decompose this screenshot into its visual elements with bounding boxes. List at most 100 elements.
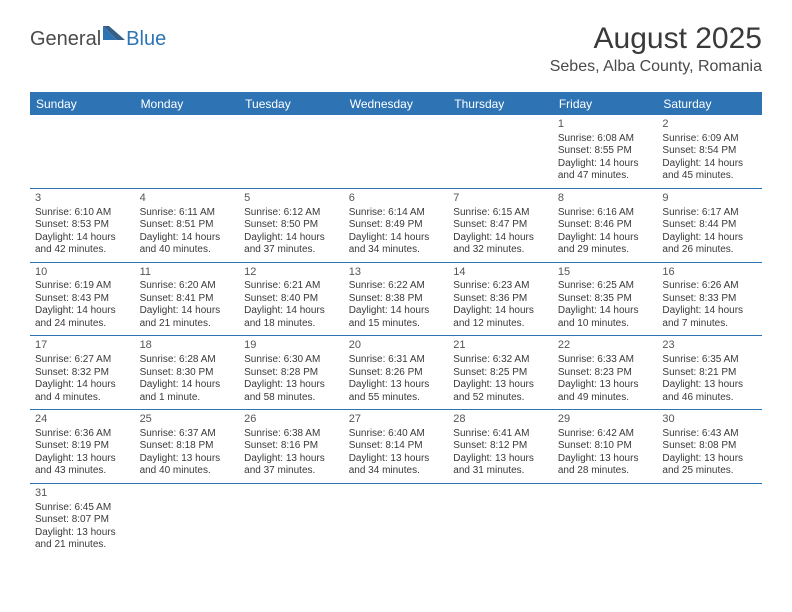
day-cell: 16Sunrise: 6:26 AMSunset: 8:33 PMDayligh… [657,263,762,336]
day-header: Saturday [657,93,762,115]
day-number: 17 [35,339,130,353]
day-number: 15 [558,266,653,280]
daylight-text: and 18 minutes. [244,318,339,331]
daylight-text: Daylight: 13 hours [662,379,757,392]
empty-cell [239,115,344,188]
daylight-text: Daylight: 13 hours [453,379,548,392]
week-row: 31Sunrise: 6:45 AMSunset: 8:07 PMDayligh… [30,484,762,557]
day-cell: 3Sunrise: 6:10 AMSunset: 8:53 PMDaylight… [30,189,135,262]
sunset-text: Sunset: 8:19 PM [35,440,130,453]
daylight-text: and 12 minutes. [453,318,548,331]
daylight-text: Daylight: 13 hours [349,453,444,466]
day-cell: 24Sunrise: 6:36 AMSunset: 8:19 PMDayligh… [30,410,135,483]
daylight-text: and 24 minutes. [35,318,130,331]
sunrise-text: Sunrise: 6:10 AM [35,207,130,220]
day-number: 9 [662,192,757,206]
daylight-text: and 43 minutes. [35,465,130,478]
daylight-text: and 29 minutes. [558,244,653,257]
empty-cell [344,115,449,188]
daylight-text: Daylight: 14 hours [558,232,653,245]
day-number: 26 [244,413,339,427]
day-cell: 21Sunrise: 6:32 AMSunset: 8:25 PMDayligh… [448,336,553,409]
day-number: 5 [244,192,339,206]
day-cell: 17Sunrise: 6:27 AMSunset: 8:32 PMDayligh… [30,336,135,409]
sunrise-text: Sunrise: 6:32 AM [453,354,548,367]
daylight-text: Daylight: 13 hours [140,453,235,466]
day-cell: 26Sunrise: 6:38 AMSunset: 8:16 PMDayligh… [239,410,344,483]
daylight-text: Daylight: 14 hours [35,305,130,318]
day-number: 30 [662,413,757,427]
day-headers-row: SundayMondayTuesdayWednesdayThursdayFrid… [30,93,762,115]
sunset-text: Sunset: 8:51 PM [140,219,235,232]
daylight-text: and 28 minutes. [558,465,653,478]
daylight-text: and 37 minutes. [244,244,339,257]
day-cell: 29Sunrise: 6:42 AMSunset: 8:10 PMDayligh… [553,410,658,483]
daylight-text: and 34 minutes. [349,465,444,478]
daylight-text: Daylight: 13 hours [662,453,757,466]
daylight-text: and 42 minutes. [35,244,130,257]
sunset-text: Sunset: 8:36 PM [453,293,548,306]
daylight-text: and 15 minutes. [349,318,444,331]
daylight-text: Daylight: 13 hours [453,453,548,466]
daylight-text: and 37 minutes. [244,465,339,478]
daylight-text: and 4 minutes. [35,392,130,405]
sunrise-text: Sunrise: 6:36 AM [35,428,130,441]
week-row: 1Sunrise: 6:08 AMSunset: 8:55 PMDaylight… [30,115,762,189]
daylight-text: and 40 minutes. [140,465,235,478]
daylight-text: and 49 minutes. [558,392,653,405]
daylight-text: Daylight: 14 hours [140,232,235,245]
day-number: 21 [453,339,548,353]
sunset-text: Sunset: 8:18 PM [140,440,235,453]
daylight-text: Daylight: 13 hours [244,379,339,392]
sunrise-text: Sunrise: 6:45 AM [35,502,130,515]
day-number: 22 [558,339,653,353]
day-cell: 7Sunrise: 6:15 AMSunset: 8:47 PMDaylight… [448,189,553,262]
sunset-text: Sunset: 8:12 PM [453,440,548,453]
day-cell: 18Sunrise: 6:28 AMSunset: 8:30 PMDayligh… [135,336,240,409]
day-cell: 5Sunrise: 6:12 AMSunset: 8:50 PMDaylight… [239,189,344,262]
day-number: 10 [35,266,130,280]
daylight-text: Daylight: 14 hours [140,379,235,392]
day-cell: 1Sunrise: 6:08 AMSunset: 8:55 PMDaylight… [553,115,658,188]
week-row: 3Sunrise: 6:10 AMSunset: 8:53 PMDaylight… [30,189,762,263]
daylight-text: Daylight: 13 hours [35,527,130,540]
empty-cell [30,115,135,188]
day-cell: 22Sunrise: 6:33 AMSunset: 8:23 PMDayligh… [553,336,658,409]
day-cell: 30Sunrise: 6:43 AMSunset: 8:08 PMDayligh… [657,410,762,483]
sunset-text: Sunset: 8:40 PM [244,293,339,306]
day-cell: 9Sunrise: 6:17 AMSunset: 8:44 PMDaylight… [657,189,762,262]
day-cell: 23Sunrise: 6:35 AMSunset: 8:21 PMDayligh… [657,336,762,409]
daylight-text: Daylight: 14 hours [662,232,757,245]
sunrise-text: Sunrise: 6:35 AM [662,354,757,367]
sunrise-text: Sunrise: 6:17 AM [662,207,757,220]
empty-cell [135,484,240,557]
sunrise-text: Sunrise: 6:28 AM [140,354,235,367]
sunrise-text: Sunrise: 6:42 AM [558,428,653,441]
sunset-text: Sunset: 8:14 PM [349,440,444,453]
sunset-text: Sunset: 8:49 PM [349,219,444,232]
day-cell: 4Sunrise: 6:11 AMSunset: 8:51 PMDaylight… [135,189,240,262]
brand-text-2: Blue [126,28,166,51]
sunset-text: Sunset: 8:23 PM [558,367,653,380]
day-cell: 27Sunrise: 6:40 AMSunset: 8:14 PMDayligh… [344,410,449,483]
day-header: Tuesday [239,93,344,115]
daylight-text: Daylight: 13 hours [35,453,130,466]
daylight-text: Daylight: 14 hours [349,305,444,318]
sunrise-text: Sunrise: 6:40 AM [349,428,444,441]
sunrise-text: Sunrise: 6:26 AM [662,280,757,293]
daylight-text: Daylight: 14 hours [35,232,130,245]
sunrise-text: Sunrise: 6:22 AM [349,280,444,293]
day-cell: 15Sunrise: 6:25 AMSunset: 8:35 PMDayligh… [553,263,658,336]
day-cell: 6Sunrise: 6:14 AMSunset: 8:49 PMDaylight… [344,189,449,262]
sunrise-text: Sunrise: 6:12 AM [244,207,339,220]
day-header: Friday [553,93,658,115]
day-cell: 28Sunrise: 6:41 AMSunset: 8:12 PMDayligh… [448,410,553,483]
sunrise-text: Sunrise: 6:08 AM [558,133,653,146]
daylight-text: Daylight: 14 hours [453,305,548,318]
sunset-text: Sunset: 8:55 PM [558,145,653,158]
day-cell: 25Sunrise: 6:37 AMSunset: 8:18 PMDayligh… [135,410,240,483]
sunset-text: Sunset: 8:53 PM [35,219,130,232]
sunrise-text: Sunrise: 6:23 AM [453,280,548,293]
day-cell: 10Sunrise: 6:19 AMSunset: 8:43 PMDayligh… [30,263,135,336]
sunset-text: Sunset: 8:50 PM [244,219,339,232]
